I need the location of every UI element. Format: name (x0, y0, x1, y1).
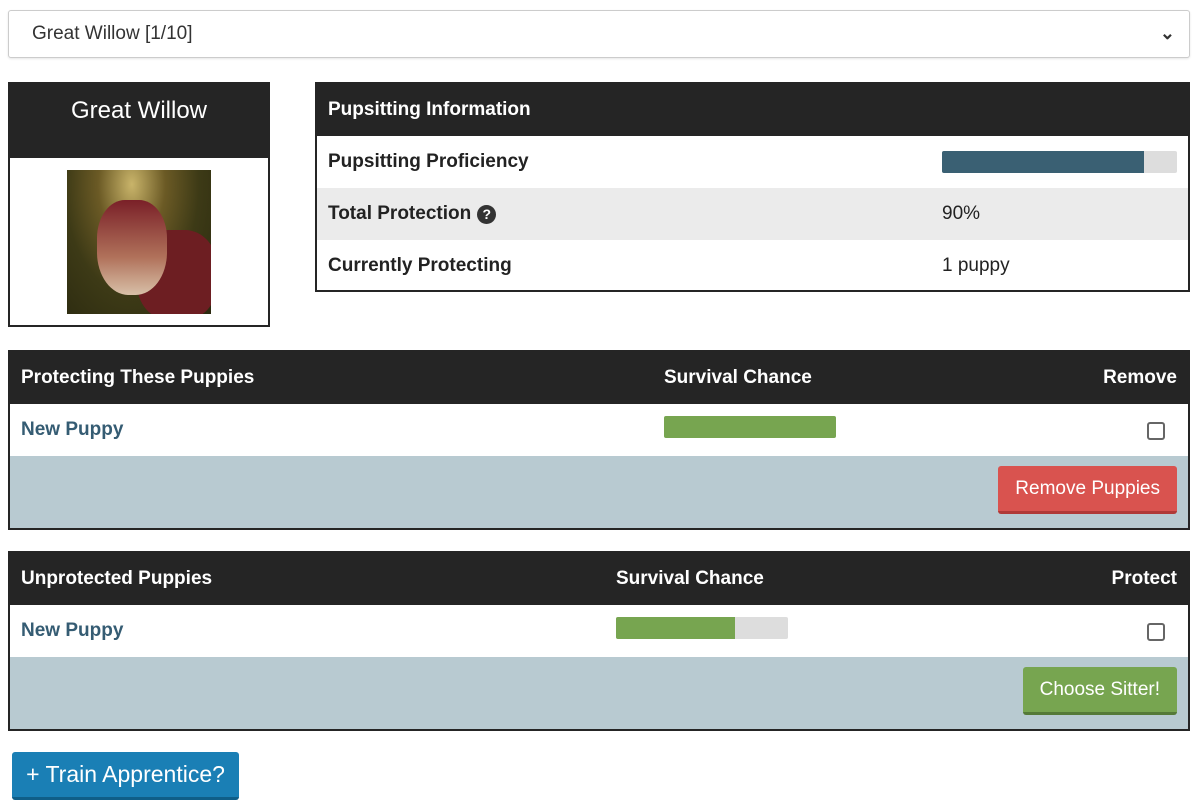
wolf-select-value: Great Willow [1/10] (32, 23, 193, 44)
info-label: Currently Protecting (328, 255, 512, 276)
survival-bar (616, 617, 788, 639)
survival-bar (664, 416, 836, 438)
wolf-select[interactable]: Great Willow [1/10] ⌄ (8, 10, 1190, 58)
pupsitting-info-table: Pupsitting Information Pupsitting Profic… (315, 82, 1190, 292)
table-footer: Choose Sitter! (10, 657, 1188, 729)
table-header: Protecting These Puppies Survival Chance… (10, 352, 1188, 404)
info-label: Pupsitting Proficiency (328, 151, 529, 172)
proficiency-bar (942, 151, 1177, 173)
info-row-proficiency: Pupsitting Proficiency (317, 136, 1188, 188)
protecting-table: Protecting These Puppies Survival Chance… (8, 350, 1190, 530)
info-value: 90% (942, 203, 981, 224)
wolf-portrait (67, 170, 211, 314)
info-row-protecting: Currently Protecting 1 puppy (317, 240, 1188, 292)
table-header: Unprotected Puppies Survival Chance Prot… (10, 553, 1188, 605)
unprotected-table: Unprotected Puppies Survival Chance Prot… (8, 551, 1190, 731)
train-apprentice-button[interactable]: + Train Apprentice? (12, 752, 239, 800)
info-header: Pupsitting Information (317, 84, 1188, 136)
remove-checkbox[interactable] (1147, 422, 1165, 440)
remove-puppies-button[interactable]: Remove Puppies (998, 466, 1177, 514)
info-value: 1 puppy (942, 255, 1010, 276)
info-row-protection: Total Protection ? 90% (317, 188, 1188, 240)
table-row: New Puppy (10, 605, 1188, 657)
info-label: Total Protection (328, 203, 472, 224)
col-remove: Remove (1103, 367, 1177, 388)
protect-checkbox[interactable] (1147, 623, 1165, 641)
col-name: Protecting These Puppies (21, 367, 255, 388)
chevron-down-icon: ⌄ (1159, 23, 1175, 43)
table-row: New Puppy (10, 404, 1188, 456)
wolf-name: Great Willow (10, 84, 268, 158)
puppy-link[interactable]: New Puppy (21, 419, 124, 440)
col-survival: Survival Chance (664, 367, 812, 388)
wolf-card: Great Willow (8, 82, 270, 327)
table-footer: Remove Puppies (10, 456, 1188, 528)
question-circle-icon[interactable]: ? (477, 204, 497, 224)
choose-sitter-button[interactable]: Choose Sitter! (1022, 667, 1177, 715)
puppy-link[interactable]: New Puppy (21, 620, 124, 641)
col-survival: Survival Chance (616, 568, 764, 589)
col-protect: Protect (1111, 568, 1177, 589)
col-name: Unprotected Puppies (21, 568, 213, 589)
